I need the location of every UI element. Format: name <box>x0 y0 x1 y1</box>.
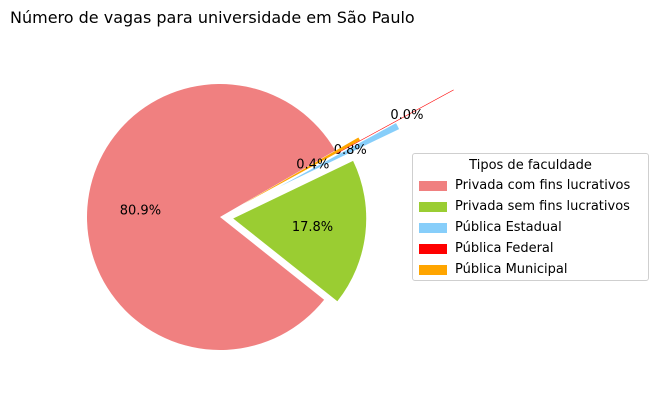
legend-entry-privada-com-fins-lucrativos: Privada com fins lucrativos <box>413 175 648 196</box>
legend-entry-publica-estadual: Pública Estadual <box>413 217 648 238</box>
pie-label-privada-sem-fins-lucrativos: 17.8% <box>292 220 333 235</box>
legend-label: Pública Municipal <box>455 262 568 277</box>
legend-entry-publica-municipal: Pública Municipal <box>413 259 648 280</box>
legend-swatch <box>419 180 447 191</box>
legend-label: Privada sem fins lucrativos <box>455 199 630 214</box>
pie-label-publica-estadual: 0.8% <box>334 143 367 158</box>
chart-title: Número de vagas para universidade em São… <box>10 8 415 27</box>
legend-label: Privada com fins lucrativos <box>455 178 631 193</box>
legend-label: Pública Federal <box>455 241 554 256</box>
pie-slice-publica-municipal <box>243 137 361 204</box>
pie-slice-privada-sem-fins-lucrativos <box>233 160 367 302</box>
legend-entry-privada-sem-fins-lucrativos: Privada sem fins lucrativos <box>413 196 648 217</box>
pie-slice-privada-com-fins-lucrativos <box>86 84 336 351</box>
legend-entry-publica-federal: Pública Federal <box>413 238 648 259</box>
pie-label-publica-municipal: 0.4% <box>296 157 329 172</box>
legend-swatch <box>419 222 447 233</box>
pie-slice-publica-estadual <box>279 123 400 187</box>
legend-title: Tipos de faculdade <box>469 158 592 173</box>
legend-swatch <box>419 201 447 212</box>
legend-label: Pública Estadual <box>455 220 562 235</box>
legend-entries: Privada com fins lucrativos Privada sem f… <box>413 175 648 280</box>
legend-swatch <box>419 243 447 254</box>
pie-slice-publica-federal <box>336 89 454 154</box>
legend-swatch <box>419 264 447 275</box>
pie-label-privada-com-fins-lucrativos: 80.9% <box>120 204 161 219</box>
legend: Tipos de faculdade Privada com fins lucr… <box>412 153 649 281</box>
pie-label-publica-federal: 0.0% <box>390 108 423 123</box>
